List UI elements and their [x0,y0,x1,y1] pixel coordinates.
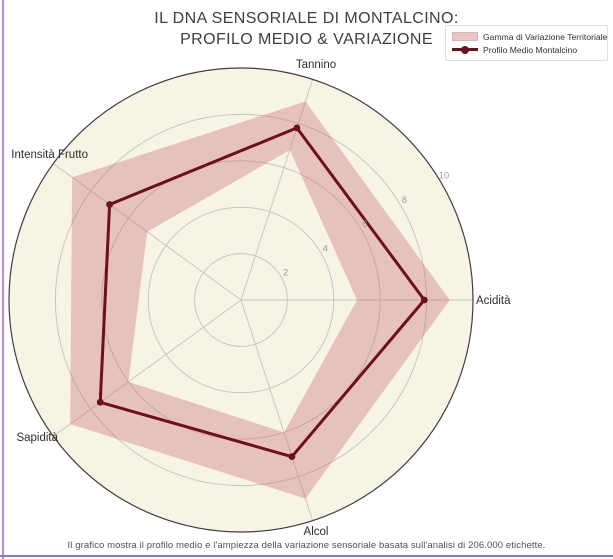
radar-chart-svg: 2 4 6 8 10 Acidità Tannino Intensità Frutto Sapi… [8,59,511,538]
angular-axis-line [240,79,314,301]
window-bottom-border [0,555,613,557]
mean-profile-marker [106,201,114,208]
mean-profile-marker [96,398,104,406]
page-title: IL DNA SENSORIALE DI MONTALCINO: PROFILO… [0,8,613,50]
category-label: Acidità [476,295,511,307]
mean-profile-marker [288,453,296,461]
category-label: Tannino [296,59,336,71]
band-swatch-icon [452,32,478,41]
radial-tick-label: 6 [362,219,367,230]
radial-tick-label: 2 [283,268,288,279]
category-label: Alcol [304,526,329,538]
radial-tick-label: 4 [323,243,328,254]
angular-axis-line [53,299,242,437]
mean-profile-line [98,126,426,459]
window-left-border [2,0,4,559]
category-label: Sapidità [16,432,58,444]
radar-chart: 2 4 6 8 10 Acidità Tannino Intensità Frutto Sapi… [0,56,613,542]
radial-tick-label: 8 [402,195,407,206]
radial-tick-label: 10 [439,171,450,182]
legend-item-band[interactable]: Gamma di Variazione Territoriale [452,30,607,43]
angular-axis-line [240,299,314,521]
legend-item-label: Profilo Medio Montalcino [483,44,578,55]
polar-outline [8,67,474,533]
category-label: Intensità Frutto [11,149,88,161]
chart-caption: Il grafico mostra il profilo medio e l'a… [67,540,546,551]
legend-item-mean-line[interactable]: Profilo Medio Montalcino [452,43,601,56]
legend-item-label: Gamma di Variazione Territoriale [483,31,608,42]
chart-legend: Gamma di Variazione Territoriale Profilo… [445,25,608,61]
variation-band [70,101,450,499]
title-line-1: IL DNA SENSORIALE DI MONTALCINO: [154,10,459,27]
mean-profile-marker [420,296,428,304]
title-line-2: PROFILO MEDIO & VARIAZIONE [180,31,433,49]
line-marker-swatch-icon [452,45,478,54]
angular-axis-line [53,163,242,301]
mean-profile-marker [293,124,301,132]
